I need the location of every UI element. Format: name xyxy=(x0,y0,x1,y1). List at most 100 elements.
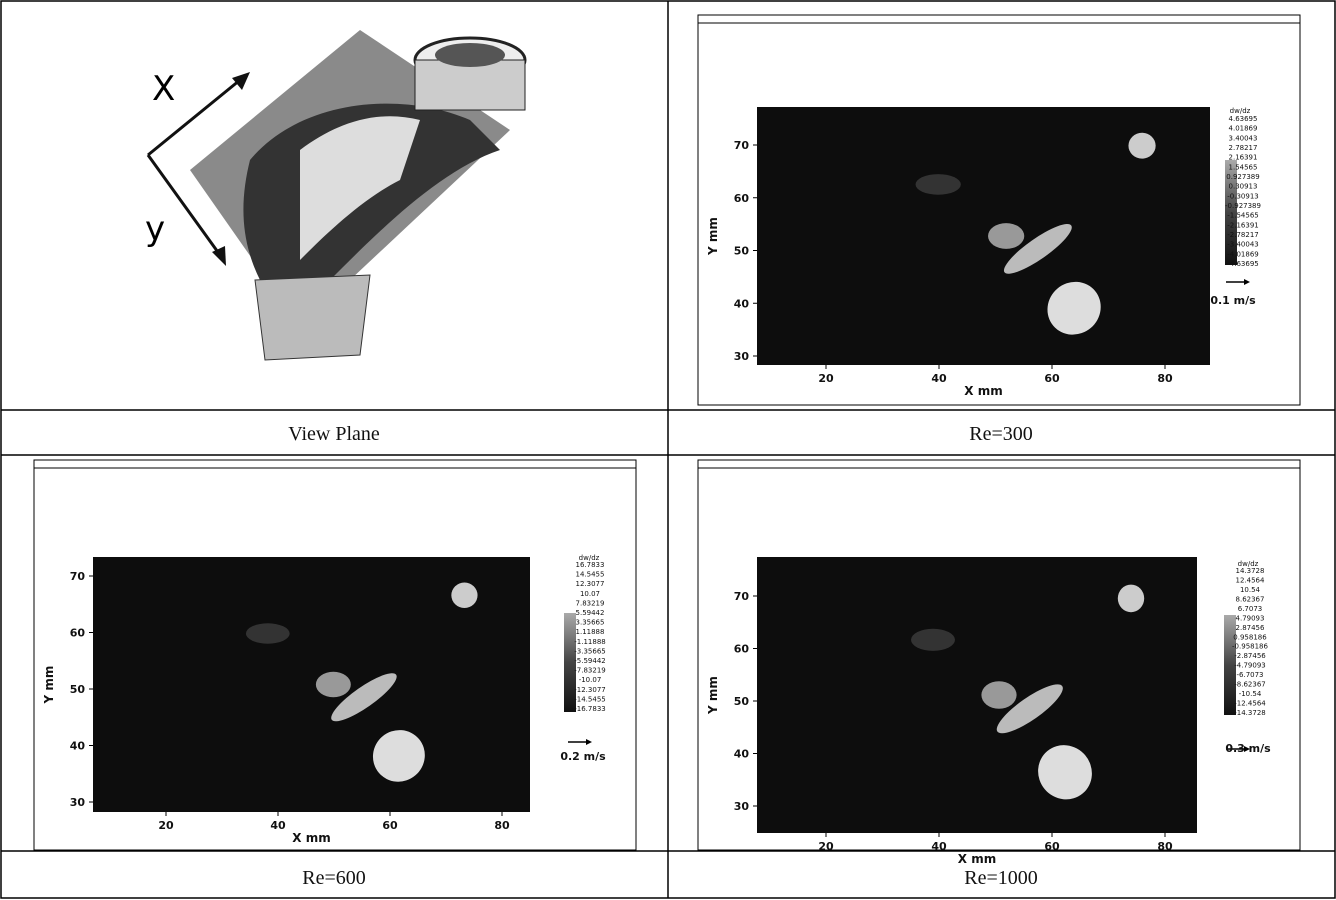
x-tick-label: 20 xyxy=(818,372,834,385)
colorbar-label: 1.54565 xyxy=(1229,163,1258,171)
view-plane-render xyxy=(148,30,525,360)
y-axis-label: Y mm xyxy=(706,676,720,715)
colorbar-label: -7.83219 xyxy=(574,667,605,675)
colorbar-label: -4.01869 xyxy=(1227,250,1258,258)
colorbar-label: 10.07 xyxy=(580,590,600,598)
colorbar-label: 2.78217 xyxy=(1229,144,1258,152)
colorbar-label: 7.83219 xyxy=(576,599,605,607)
x-tick-label: 20 xyxy=(158,819,174,832)
colorbar-label: 10.54 xyxy=(1240,586,1261,594)
y-axis-label: Y mm xyxy=(706,217,720,256)
colorbar-label: 0.30913 xyxy=(1229,183,1258,191)
y-tick-label: 70 xyxy=(734,139,750,152)
x-axis-label: X mm xyxy=(292,831,330,845)
y-tick-label: 30 xyxy=(734,350,750,363)
colorbar-label: -3.35665 xyxy=(574,647,605,655)
colorbar-label: 5.59442 xyxy=(576,609,605,617)
colorbar-label: -2.87456 xyxy=(1234,652,1266,660)
caption: View Plane xyxy=(288,423,380,445)
colorbar-label: 12.3077 xyxy=(576,580,605,588)
colorbar-label: -4.63695 xyxy=(1227,260,1258,268)
x-tick-label: 80 xyxy=(1157,372,1173,385)
colorbar-label: -1.54565 xyxy=(1227,212,1258,220)
y-tick-label: 60 xyxy=(734,192,750,205)
colorbar-label: 1.11888 xyxy=(576,628,605,636)
y-tick-label: 70 xyxy=(70,570,86,583)
colorbar-label: -14.3728 xyxy=(1234,709,1265,717)
y-tick-label: 60 xyxy=(734,643,750,656)
colorbar-label: 2.16391 xyxy=(1229,154,1258,162)
colorbar-label: 8.62367 xyxy=(1236,595,1265,603)
colorbar-label: -0.927389 xyxy=(1225,202,1261,210)
y-tick-label: 60 xyxy=(70,627,86,640)
contour-blob xyxy=(1118,585,1144,613)
x-tick-label: 40 xyxy=(931,372,947,385)
caption: Re=300 xyxy=(969,423,1033,445)
contour-blob xyxy=(451,583,477,609)
x-tick-label: 40 xyxy=(931,840,947,853)
axis-label: X xyxy=(152,69,175,109)
colorbar-label: 4.63695 xyxy=(1229,115,1258,123)
colorbar-label: -16.7833 xyxy=(574,705,605,713)
x-tick-label: 80 xyxy=(494,819,510,832)
colorbar-label: -6.7073 xyxy=(1236,671,1263,679)
y-tick-label: 50 xyxy=(734,695,750,708)
axis-label: y xyxy=(145,209,165,249)
contour-blob xyxy=(988,223,1024,249)
contour-blob xyxy=(916,174,961,195)
colorbar-label: -3.40043 xyxy=(1227,241,1258,249)
colorbar-label: 4.01869 xyxy=(1229,125,1258,133)
colorbar-label: 3.35665 xyxy=(576,619,605,627)
colorbar-label: 14.5455 xyxy=(576,571,605,579)
caption: Re=600 xyxy=(302,867,366,889)
x-tick-label: 80 xyxy=(1157,840,1173,853)
contour-blob xyxy=(1128,133,1155,159)
colorbar-title: dw/dz xyxy=(1230,107,1251,115)
figure: X y View Plane Re=300 Re=600 Re=1000 20 4… xyxy=(0,0,1336,900)
colorbar-label: -12.4564 xyxy=(1234,700,1266,708)
contour-blob xyxy=(316,672,351,698)
colorbar-label: -14.5455 xyxy=(574,695,605,703)
colorbar-label: 4.79093 xyxy=(1236,614,1265,622)
colorbar-label: -5.59442 xyxy=(574,657,605,665)
x-tick-label: 40 xyxy=(270,819,286,832)
colorbar-label: 12.4564 xyxy=(1236,576,1265,584)
colorbar-label: 0.927389 xyxy=(1226,173,1259,181)
y-tick-label: 50 xyxy=(70,683,86,696)
contour-blob xyxy=(981,681,1016,709)
colorbar-label: -12.3077 xyxy=(574,686,605,694)
y-tick-label: 50 xyxy=(734,245,750,258)
y-tick-label: 30 xyxy=(734,800,750,813)
colorbar-label: -2.78217 xyxy=(1227,231,1258,239)
scale-label: 0.1 m/s xyxy=(1210,294,1256,307)
x-tick-label: 20 xyxy=(818,840,834,853)
colorbar-label: -8.62367 xyxy=(1234,681,1265,689)
y-axis-label: Y mm xyxy=(42,666,56,705)
colorbar-label: 16.7833 xyxy=(576,561,605,569)
colorbar-label: -10.07 xyxy=(579,676,602,684)
x-tick-label: 60 xyxy=(382,819,398,832)
x-axis-label: X mm xyxy=(958,852,996,866)
scale-label: 0.3 m/s xyxy=(1225,742,1271,755)
colorbar-label: 3.40043 xyxy=(1229,134,1258,142)
x-tick-label: 60 xyxy=(1044,840,1060,853)
caption: Re=1000 xyxy=(964,867,1038,889)
colorbar-label: -10.54 xyxy=(1239,690,1262,698)
colorbar-label: -0.958186 xyxy=(1232,643,1268,651)
contour-blob xyxy=(911,629,955,651)
colorbar-label: -0.30913 xyxy=(1227,192,1258,200)
x-axis-label: X mm xyxy=(964,384,1002,398)
y-tick-label: 30 xyxy=(70,796,86,809)
colorbar-label: 0.958186 xyxy=(1233,633,1267,641)
contour-blob xyxy=(246,623,290,643)
x-tick-label: 60 xyxy=(1044,372,1060,385)
y-tick-label: 40 xyxy=(734,748,750,761)
y-tick-label: 70 xyxy=(734,590,750,603)
colorbar-label: -1.11888 xyxy=(574,638,605,646)
y-tick-label: 40 xyxy=(734,297,750,310)
scale-label: 0.2 m/s xyxy=(560,750,606,763)
colorbar-label: -4.79093 xyxy=(1234,662,1265,670)
colorbar-label: 14.3728 xyxy=(1236,567,1265,575)
y-tick-label: 40 xyxy=(70,740,86,753)
colorbar-label: -2.16391 xyxy=(1227,221,1258,229)
